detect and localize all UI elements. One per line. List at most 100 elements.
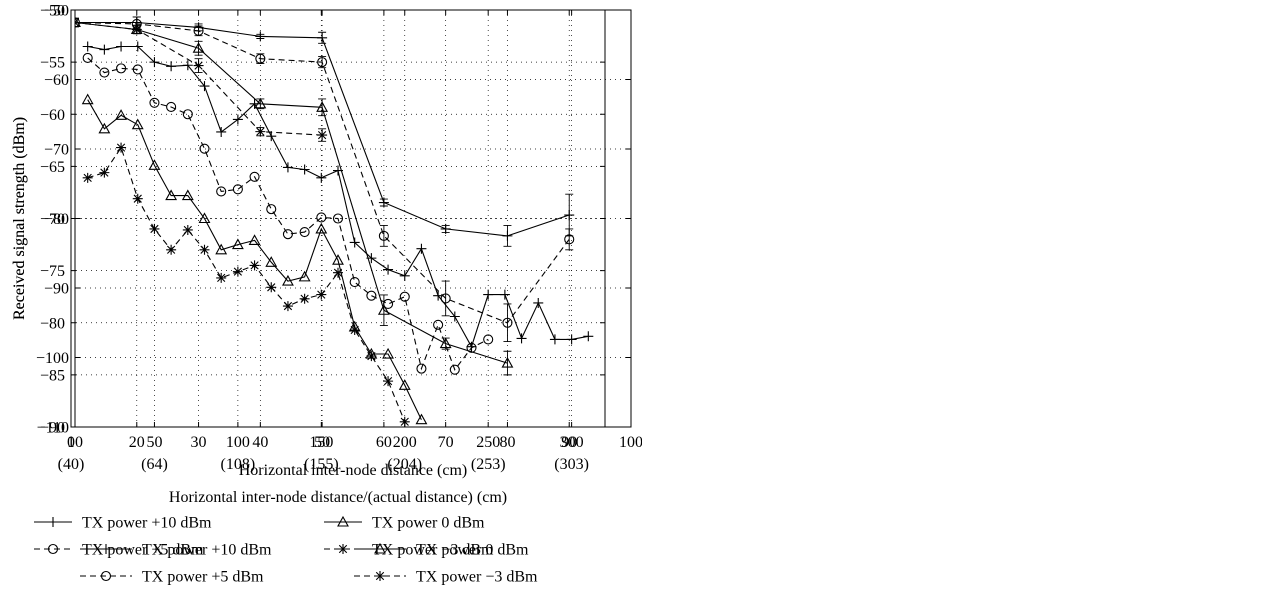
point-3-14	[316, 289, 327, 300]
legend-label-3: TX power −3 dBm	[372, 542, 494, 559]
point-1-5	[166, 101, 177, 113]
legend-marker-1	[100, 570, 112, 582]
point-3-10	[249, 260, 260, 271]
x-axis-label: Horizontal inter-node distance/(actual d…	[169, 489, 507, 506]
point-2-2	[115, 109, 127, 120]
legend-entry-2: TX power 0 dBm	[324, 515, 485, 532]
error-bar-2-7	[503, 350, 512, 376]
point-2-4	[148, 159, 161, 170]
point-0-6	[182, 60, 193, 71]
point-1-0	[82, 52, 93, 64]
x-tick-label-1: 20	[129, 434, 145, 451]
x-tick-label-1: 50	[146, 434, 162, 451]
point-1-11	[266, 204, 277, 215]
point-0-8	[564, 210, 575, 221]
point-0-1	[99, 44, 110, 55]
point-0-3	[132, 41, 143, 52]
point-2-3	[131, 118, 144, 130]
point-1-12	[282, 229, 293, 240]
point-2-12	[282, 274, 294, 286]
y-tick-label-8: −90	[40, 420, 65, 437]
point-3-4	[317, 130, 328, 141]
x-tick-label-secondary-1: (64)	[141, 456, 168, 473]
x-tick-label-8: 90	[561, 434, 577, 451]
x-tick-label-0: 10	[67, 434, 83, 451]
x-tick-label-7: 80	[499, 434, 515, 451]
legend-marker-3	[338, 544, 348, 554]
x-tick-label-0: 0	[67, 434, 75, 451]
point-0-6	[440, 223, 451, 234]
point-1-17	[366, 290, 377, 301]
legend-marker-2	[374, 542, 386, 554]
point-0-25	[499, 289, 510, 300]
point-2-18	[382, 347, 394, 359]
point-2-5	[165, 189, 178, 201]
point-2-20	[415, 413, 428, 425]
point-0-10	[249, 98, 260, 109]
point-2-2	[192, 42, 205, 53]
series-2	[81, 93, 428, 425]
legend-entry-1: TX power +5 dBm	[80, 569, 264, 586]
x-tick-label-9: 100	[619, 434, 642, 451]
point-1-4	[149, 97, 160, 108]
x-tick-label-5: 250	[476, 434, 500, 451]
point-2-10	[248, 234, 261, 245]
x-tick-label-6: 70	[438, 434, 454, 451]
left-chart: 10 20 30 40 50 60 70 80 90 100−50−60−70−80−90−100…	[11, 3, 642, 559]
legend-label-1: TX power +5 dBm	[142, 569, 264, 586]
series-3	[75, 17, 328, 142]
y-axis-label: Received signal strength (dBm)	[11, 117, 28, 320]
y-tick-label-7: −85	[40, 367, 65, 384]
point-3-12	[282, 301, 293, 312]
point-3-19	[399, 416, 410, 427]
x-tick-label-secondary-0: (40)	[58, 456, 85, 473]
y-tick-label-6: −80	[40, 315, 65, 332]
point-0-19	[399, 270, 410, 281]
right-chart: 0 50 100 150 200 250 300 (40) (64) (108) (155) (204…	[11, 3, 606, 586]
series-line-1	[87, 57, 489, 371]
point-2-6	[181, 189, 194, 201]
point-1-1	[99, 67, 110, 78]
point-1-22	[449, 364, 460, 375]
point-1-2	[116, 63, 127, 74]
series-1	[82, 52, 494, 375]
legend-label-3: TX power −3 dBm	[416, 569, 538, 586]
point-3-3	[132, 193, 143, 204]
series-line-2	[87, 99, 422, 420]
series-0	[82, 41, 594, 352]
legend-marker-1	[47, 543, 59, 555]
error-bar-1-6	[441, 280, 450, 317]
point-2-6	[439, 337, 452, 349]
point-3-18	[383, 376, 394, 387]
legend-entry-0: TX power +10 dBm	[80, 542, 272, 559]
point-3-15	[333, 267, 343, 278]
point-0-27	[533, 297, 544, 308]
x-tick-label-3: 40	[252, 434, 268, 451]
point-2-0	[81, 93, 94, 105]
legend-marker-0	[101, 544, 111, 554]
x-tick-label-5: 60	[376, 434, 392, 451]
y-tick-label-5: −100	[36, 350, 69, 367]
point-2-11	[265, 256, 278, 267]
point-3-0	[82, 172, 93, 183]
point-1-9	[232, 184, 243, 195]
error-bar-1-5	[379, 225, 388, 247]
point-3-7	[199, 244, 210, 255]
point-3-16	[349, 325, 360, 336]
point-0-4	[149, 57, 160, 68]
error-bar-1-8	[565, 228, 574, 251]
y-tick-label-2: −60	[40, 107, 65, 124]
x-tick-label-secondary-4: (204)	[387, 456, 422, 473]
point-1-8	[564, 234, 575, 245]
y-tick-label-1: −60	[44, 72, 69, 89]
point-3-4	[149, 223, 160, 234]
point-0-16	[349, 237, 360, 248]
legend-label-1: TX power +5 dBm	[82, 542, 204, 559]
point-3-2	[193, 60, 204, 71]
point-0-14	[316, 172, 327, 183]
y-tick-label-4: −70	[40, 211, 65, 228]
x-tick-label-2: 100	[226, 434, 250, 451]
point-3-9	[232, 266, 243, 277]
point-1-19	[399, 291, 410, 302]
legend-entry-2: TX power 0 dBm	[354, 542, 529, 559]
